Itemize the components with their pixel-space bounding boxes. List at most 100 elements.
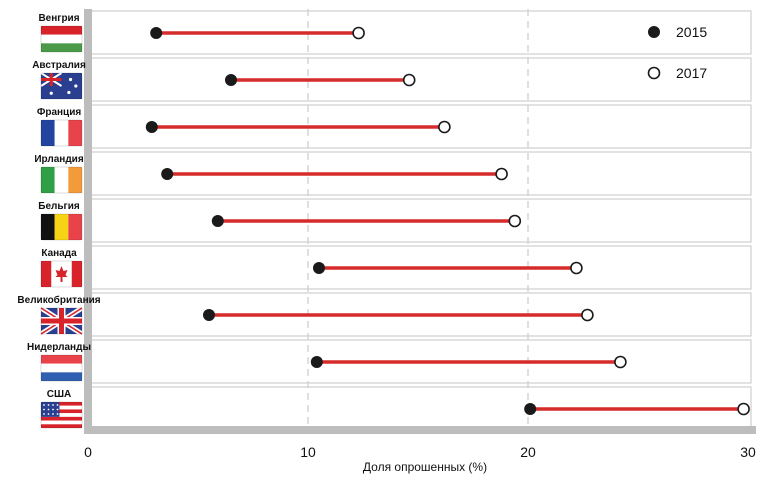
flag-border [40, 25, 83, 53]
point-2017 [508, 214, 522, 228]
flag-france-icon [40, 119, 83, 147]
flag-star [47, 404, 50, 406]
country-label: Нидерланды [27, 342, 91, 353]
chart-row: Канада [40, 248, 583, 288]
flag-stripe [68, 214, 82, 240]
country-label: Канада [41, 248, 77, 259]
point-2017 [438, 120, 451, 134]
flag-stripe [41, 261, 52, 287]
point-2015 [203, 309, 215, 321]
flag-star [74, 84, 78, 88]
flag-stripe [41, 34, 82, 44]
point-2017 [614, 355, 627, 369]
point-2015 [161, 168, 174, 180]
chart-row: Бельгия [38, 201, 522, 241]
flag-stripe [68, 167, 82, 193]
point-2017 [402, 73, 416, 87]
legend-label-2015: 2015 [676, 24, 707, 40]
flag-netherlands-icon [40, 354, 83, 382]
flag-stripe [41, 416, 82, 421]
flag-border [40, 401, 83, 429]
flag-stripe [68, 120, 82, 146]
flag-cross [41, 78, 62, 81]
x-tick-label: 0 [84, 444, 92, 460]
flag-australia-icon [40, 72, 83, 100]
legend-label-2017: 2017 [676, 65, 707, 81]
chart-row: Нидерланды [27, 342, 627, 382]
point-2015 [524, 403, 537, 415]
point-2017 [495, 167, 508, 181]
flag-star [67, 90, 71, 95]
flag-star [56, 413, 59, 415]
flag-stripe [41, 405, 82, 410]
flag-stripe [41, 26, 82, 35]
flag-stripe [54, 120, 69, 146]
flag-stripe [41, 43, 82, 52]
x-axis-bar [84, 426, 756, 434]
point-2015 [150, 27, 163, 39]
flag-star [52, 408, 54, 411]
chart-row: Австралия [32, 60, 416, 100]
point-2015 [310, 356, 323, 368]
flag-stripe [54, 167, 69, 193]
maple-leaf-icon [55, 266, 68, 282]
chart-row: Великобритания [17, 294, 594, 337]
country-label: Ирландия [34, 154, 83, 165]
flag-star [56, 408, 59, 411]
flag-usa-icon [40, 401, 83, 429]
x-axis-title: Доля опрошенных (%) [363, 460, 487, 474]
legend-marker-2017 [647, 66, 661, 80]
chart-row: Венгрия [38, 13, 365, 53]
point-2015 [225, 74, 237, 86]
chart-row: Ирландия [34, 154, 508, 194]
flag-stripe [41, 402, 82, 406]
flag-border [40, 166, 83, 194]
flag-border [40, 354, 83, 382]
flag-stripe [41, 420, 82, 425]
x-tick-labels: 0 10 20 30 [84, 444, 756, 460]
point-2017 [352, 26, 365, 40]
country-label: Бельгия [38, 201, 80, 212]
flag-stripe [54, 214, 69, 240]
flag-stripe [41, 167, 55, 193]
flag-border [40, 307, 83, 335]
point-2015 [313, 262, 325, 274]
flag-stripe [41, 372, 82, 381]
flag-border [40, 72, 83, 100]
flag-canada-icon [40, 260, 83, 288]
country-label: Великобритания [17, 294, 100, 306]
flag-star [49, 91, 53, 95]
flag-star [52, 404, 54, 406]
flag-border [40, 213, 83, 241]
x-tick-label: 10 [300, 444, 316, 460]
flag-star [68, 77, 73, 82]
country-label: Франция [37, 107, 82, 118]
x-tick-label: 30 [740, 444, 756, 460]
flag-canton [41, 402, 60, 417]
point-2017 [581, 308, 594, 322]
chart-row: Франция [37, 107, 451, 147]
flag-stripe [41, 413, 82, 417]
point-2015 [211, 215, 224, 227]
flag-star [43, 408, 45, 411]
country-label: США [47, 389, 72, 400]
flag-cross [41, 318, 82, 324]
point-2017 [570, 261, 583, 275]
legend-marker-2015 [648, 26, 660, 38]
flag-hungary-icon [40, 25, 83, 53]
row-box [87, 57, 752, 102]
legend: 2015 2017 [647, 24, 707, 81]
point-2017 [737, 402, 750, 416]
flag-star [52, 413, 54, 415]
flag-stripe [41, 214, 55, 240]
flag-star [56, 404, 59, 406]
flag-star [43, 413, 45, 415]
flag-uk-icon [39, 305, 84, 337]
flag-border [40, 119, 83, 147]
flag-stripe [41, 409, 82, 414]
country-label: Австралия [32, 60, 86, 71]
flag-belgium-icon [40, 213, 83, 241]
flag-border [40, 260, 83, 288]
flag-stripe [71, 261, 82, 287]
